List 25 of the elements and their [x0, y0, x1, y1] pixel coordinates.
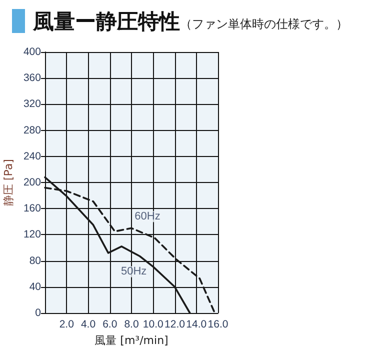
y-tick-label: 280 [23, 124, 42, 136]
y-tick-label: 0 [35, 307, 42, 319]
y-tick-label: 40 [29, 280, 42, 293]
x-tick-label: 14.0 [186, 318, 207, 330]
y-tick-label: 120 [23, 228, 42, 241]
x-tick-label: 12.0 [164, 318, 186, 330]
y-tick-label: 360 [23, 72, 42, 84]
annotation: 50Hz [120, 266, 147, 278]
y-axis-title: 静圧 [Pa] [2, 159, 15, 206]
y-tick-label: 400 [23, 46, 42, 58]
y-tick-label: 160 [23, 202, 42, 215]
text: （ファン単体時の仕様です。） [180, 17, 348, 31]
x-tick-label: 2.0 [59, 318, 74, 330]
x-tick-label: 8.0 [124, 318, 139, 330]
y-tick-label: 240 [23, 150, 42, 162]
annotation: 60Hz [134, 210, 160, 223]
x-tick-label: 16.0 [208, 318, 228, 330]
y-tick-label: 80 [29, 254, 42, 267]
y-tick-label: 320 [23, 98, 42, 110]
x-tick-label: 6.0 [102, 318, 118, 330]
y-tick-label: 200 [23, 176, 42, 188]
x-axis-title: 風量 [m³/min] [94, 334, 168, 347]
chart-title: 風量ー静圧特性 [32, 10, 180, 34]
x-tick-label: 4.0 [80, 318, 96, 330]
x-tick-label: 10.0 [142, 318, 164, 330]
